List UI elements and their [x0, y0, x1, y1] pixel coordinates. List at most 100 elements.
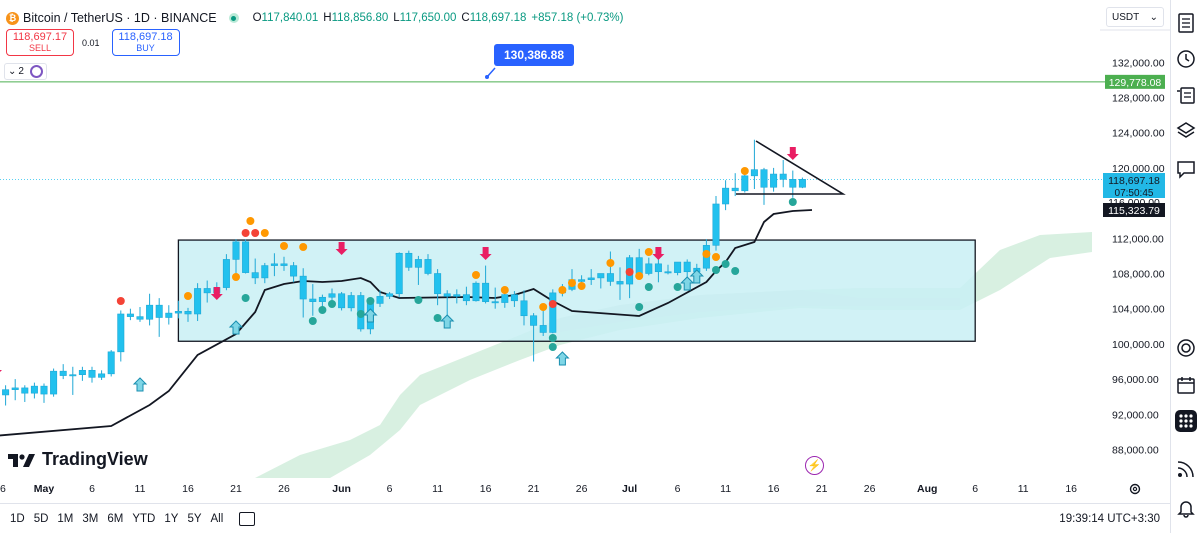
ohlc-value: 117,840.01 — [261, 12, 319, 24]
ohlc-value: 117,650.00 — [399, 12, 457, 24]
clock-timezone[interactable]: 19:39:14 UTC+3:30 — [1059, 512, 1160, 525]
symbol-legend[interactable]: ₿ Bitcoin / TetherUS · 1D · BINANCE O117… — [6, 8, 623, 28]
current-price-label: 118,697.18 — [1108, 175, 1160, 187]
timeframe-ranges: 1D 5D 1M 3M 6M YTD 1Y 5Y All — [10, 513, 223, 525]
green-signal-dot — [644, 283, 653, 291]
orange-signal-dot — [635, 272, 644, 280]
ohlc-item: L117,650.00 — [393, 12, 456, 24]
buy-signal-arrow — [679, 276, 695, 291]
candle — [674, 261, 682, 273]
bell-icon[interactable] — [1175, 497, 1197, 519]
watchlist-icon[interactable] — [1175, 12, 1197, 34]
candle — [290, 265, 298, 277]
ma-price-badge — [1103, 203, 1165, 217]
candle — [683, 261, 691, 273]
timeframe-button[interactable]: 6M — [107, 512, 124, 525]
orange-signal-dot — [232, 273, 240, 281]
green-signal-dot — [721, 260, 730, 268]
callout-price: 130,386.88 — [504, 48, 564, 62]
green-signal-dot — [731, 267, 740, 275]
red-signal-dot — [548, 300, 557, 308]
candle — [597, 273, 605, 279]
timeframe-button[interactable]: 1D — [10, 512, 25, 525]
green-signal-dot — [241, 294, 250, 302]
candle — [299, 275, 307, 300]
date-range-icon[interactable] — [239, 511, 256, 526]
candle — [760, 169, 768, 188]
sell-signal-arrow — [335, 242, 348, 255]
candle — [30, 385, 38, 394]
x-axis-tick: 21 — [816, 483, 828, 495]
tradingview-mark-icon — [8, 453, 35, 467]
candle — [309, 298, 317, 302]
candle — [40, 385, 48, 395]
candle — [50, 370, 58, 395]
lightning-icon[interactable]: ⚡ — [805, 456, 824, 475]
chat-icon[interactable] — [1175, 158, 1197, 180]
ohlc-key: O — [252, 12, 262, 24]
orange-signal-dot — [558, 286, 567, 294]
candle — [664, 271, 672, 274]
ohlc-item: O117,840.01 — [253, 12, 319, 24]
sell-price: 118,697.17 — [12, 31, 68, 43]
candle — [472, 282, 480, 302]
candle — [779, 173, 787, 180]
buy-button[interactable]: 118,697.18 BUY — [111, 29, 180, 56]
candle — [443, 293, 451, 297]
timeframe-button[interactable]: 5Y — [187, 512, 202, 525]
ohlc-key: L — [393, 12, 400, 24]
sell-label: SELL — [28, 42, 52, 53]
x-axis-tick: 6 — [387, 483, 393, 495]
timeframe-button[interactable]: 1Y — [164, 512, 179, 525]
target-icon[interactable] — [1175, 337, 1197, 359]
timeframe-button[interactable]: All — [210, 512, 224, 525]
sell-signal-arrow — [786, 147, 799, 160]
tradingview-logo[interactable]: TradingView — [8, 449, 148, 470]
candle-countdown: 07:50:45 — [1115, 188, 1154, 199]
candle — [414, 259, 422, 268]
object-tree-icon[interactable] — [1175, 84, 1197, 106]
sell-signal-arrow — [0, 370, 2, 372]
timeframe-button[interactable]: 1M — [57, 512, 74, 525]
y-axis-tick: 104,000.00 — [1112, 304, 1165, 316]
y-axis-tick: 88,000.00 — [1112, 445, 1159, 457]
currency-select[interactable]: USDT ⌄ — [1106, 7, 1164, 27]
x-axis-tick: 6 — [675, 483, 681, 495]
timeframe-button[interactable]: YTD — [132, 512, 156, 525]
timeframe-button[interactable]: 3M — [82, 512, 99, 525]
buy-signal-arrow — [439, 314, 455, 329]
bitcoin-logo-icon: ₿ — [6, 11, 19, 25]
ohlc-value: 118,697.18 — [469, 12, 527, 24]
candle — [510, 294, 518, 302]
candle — [645, 263, 653, 274]
price-chart[interactable]: 130,386.88 132,000.00 128,000.00 124,000.00… — [0, 0, 1170, 503]
x-axis-tick: 6 — [89, 483, 95, 495]
sell-button[interactable]: 118,697.17 SELL — [6, 29, 74, 56]
current-price-badge — [1103, 173, 1165, 198]
candle — [222, 259, 230, 288]
indicators-toggle[interactable]: ⌄ 2 — [4, 63, 47, 80]
orange-signal-dot — [606, 259, 615, 267]
candle — [338, 293, 346, 309]
x-axis-tick: 26 — [864, 483, 876, 495]
red-signal-dot — [241, 229, 250, 237]
calendar-icon[interactable] — [1175, 374, 1197, 396]
gear-icon[interactable] — [1128, 482, 1142, 496]
green-signal-dot — [548, 334, 557, 342]
buy-signal-arrow — [555, 351, 570, 366]
trade-panel: 118,697.17 SELL 0.01 118,697.18 BUY — [6, 29, 180, 56]
alert-clock-icon[interactable] — [1175, 48, 1197, 70]
x-axis-tick: 21 — [230, 483, 242, 495]
orange-signal-dot — [246, 217, 255, 225]
symbol-title[interactable]: Bitcoin / TetherUS · 1D · BINANCE — [23, 11, 217, 25]
indicator-refresh-icon[interactable] — [29, 65, 43, 78]
signal-icon[interactable] — [1175, 458, 1197, 480]
triangle-pattern — [736, 140, 846, 195]
x-axis-tick: Aug — [917, 483, 937, 495]
apps-icon[interactable] — [1175, 410, 1197, 432]
timeframe-button[interactable]: 5D — [33, 512, 49, 525]
candle — [616, 281, 624, 285]
layers-icon[interactable] — [1175, 120, 1197, 142]
x-axis-tick: 6 — [972, 483, 978, 495]
